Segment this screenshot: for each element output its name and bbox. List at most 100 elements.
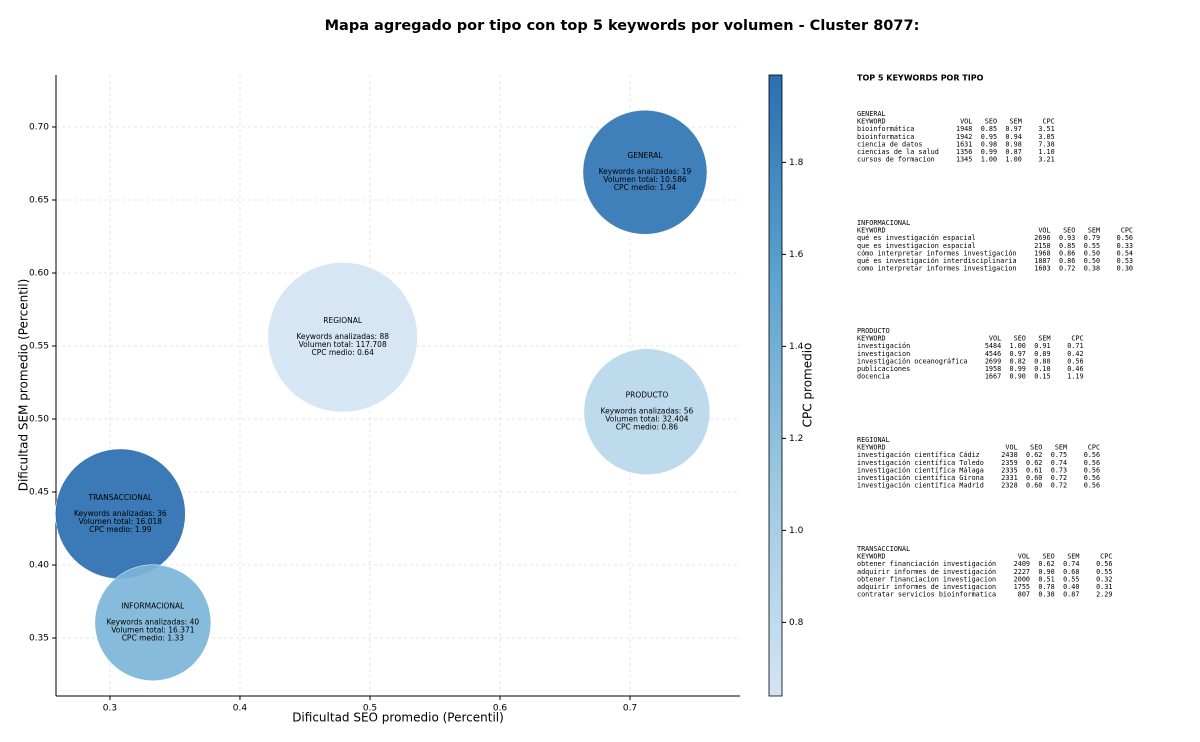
bubble bbox=[582, 109, 708, 235]
column-header: KEYWORD bbox=[857, 335, 886, 343]
table-cell: 0.90 bbox=[1010, 373, 1026, 381]
bubble-info: Keywords analizadas: 88 bbox=[296, 332, 389, 341]
bubble-info: Keywords analizadas: 40 bbox=[107, 618, 200, 627]
colorbar-tick-label: 1.6 bbox=[789, 250, 804, 260]
column-header: VOL bbox=[1038, 227, 1050, 235]
table-cell: 0.90 bbox=[1038, 568, 1054, 576]
table-cell: 0.56 bbox=[1084, 451, 1100, 459]
table-cell: 5484 bbox=[985, 342, 1001, 350]
table-cell: 0.86 bbox=[1059, 257, 1075, 265]
bubble-info: CPC medio: 1.33 bbox=[122, 634, 185, 643]
bubble-label: PRODUCTO bbox=[626, 391, 669, 400]
table-cell: 1.00 bbox=[1005, 156, 1021, 164]
table-cell: investigación científica Málaga bbox=[857, 466, 984, 474]
group-name: GENERAL bbox=[857, 110, 886, 118]
table-cell: 2227 bbox=[1014, 568, 1030, 576]
colorbar-tick-label: 1.4 bbox=[789, 342, 804, 352]
table-cell: 0.72 bbox=[1051, 482, 1067, 490]
table-cell: 2158 bbox=[1034, 242, 1050, 250]
table-cell: 1942 bbox=[956, 133, 972, 141]
bubble-info: Keywords analizadas: 36 bbox=[74, 509, 167, 518]
y-tick-label: 0.55 bbox=[29, 342, 49, 352]
table-cell: 0.72 bbox=[1059, 265, 1075, 273]
group-name: REGIONAL bbox=[857, 436, 890, 444]
table-cell: 0.30 bbox=[1117, 265, 1133, 273]
bubble-label: INFORMACIONAL bbox=[121, 602, 185, 611]
table-cell: 2328 bbox=[1001, 482, 1017, 490]
column-header: KEYWORD bbox=[857, 118, 886, 126]
table-cell: 2331 bbox=[1001, 474, 1017, 482]
table-cell: 0.97 bbox=[1005, 125, 1021, 133]
table-cell: contratar servicios bioinformatica bbox=[857, 591, 996, 599]
table-cell: 4546 bbox=[985, 350, 1001, 358]
y-axis-label: Dificultad SEM promedio (Percentil) bbox=[17, 279, 31, 492]
column-header: SEM bbox=[1067, 553, 1079, 561]
table-cell: docencia bbox=[857, 373, 890, 381]
table-cell: 0.99 bbox=[1010, 365, 1026, 373]
table-cell: 0.40 bbox=[1063, 583, 1079, 591]
bubble-info: Volumen total: 10.586 bbox=[603, 175, 687, 184]
bubble-info: Keywords analizadas: 19 bbox=[599, 167, 692, 176]
bubble-info: Volumen total: 32.404 bbox=[605, 415, 689, 424]
table-cell: 0.10 bbox=[1034, 365, 1050, 373]
x-tick-label: 0.5 bbox=[363, 704, 377, 714]
table-cell: 0.53 bbox=[1117, 257, 1133, 265]
table-cell: 0.78 bbox=[1038, 583, 1054, 591]
table-cell: 3.51 bbox=[1038, 125, 1054, 133]
y-tick-label: 0.35 bbox=[29, 634, 49, 644]
table-cell: 0.32 bbox=[1096, 575, 1112, 583]
table-cell: ciencia de datos bbox=[857, 140, 922, 148]
table-cell: 0.82 bbox=[1010, 357, 1026, 365]
column-header: KEYWORD bbox=[857, 227, 886, 235]
table-cell: 2409 bbox=[1014, 560, 1030, 568]
table-cell: 0.15 bbox=[1034, 373, 1050, 381]
panel-title: TOP 5 KEYWORDS POR TIPO bbox=[857, 74, 984, 83]
column-header: SEO bbox=[1063, 227, 1075, 235]
table-cell: 0.62 bbox=[1038, 560, 1054, 568]
table-cell: 0.50 bbox=[1084, 249, 1100, 257]
table-cell: investigación científica Toledo bbox=[857, 459, 984, 467]
table-cell: obtener financiacion investigacion bbox=[857, 575, 996, 583]
table-cell: 0.87 bbox=[1005, 148, 1021, 156]
y-tick-label: 0.50 bbox=[29, 415, 49, 425]
column-header: KEYWORD bbox=[857, 444, 886, 452]
column-header: SEO bbox=[985, 118, 997, 126]
table-cell: 2.29 bbox=[1096, 591, 1112, 599]
table-cell: 0.55 bbox=[1084, 242, 1100, 250]
table-cell: 0.72 bbox=[1051, 474, 1067, 482]
table-cell: como interpretar informes investigacion bbox=[857, 265, 1017, 273]
colorbar-tick-label: 1.2 bbox=[789, 434, 803, 444]
group-name: INFORMACIONAL bbox=[857, 219, 910, 227]
table-cell: 0.50 bbox=[1084, 257, 1100, 265]
table-cell: cursos de formacion bbox=[857, 156, 935, 164]
table-cell: 0.97 bbox=[1010, 350, 1026, 358]
column-header: VOL bbox=[1005, 444, 1017, 452]
table-cell: 7.38 bbox=[1038, 140, 1054, 148]
table-cell: qué es investigación interdisciplinaria bbox=[857, 257, 1017, 265]
x-tick-label: 0.3 bbox=[103, 704, 117, 714]
table-cell: 1887 bbox=[1034, 257, 1050, 265]
table-cell: 0.38 bbox=[1084, 265, 1100, 273]
group-name: PRODUCTO bbox=[857, 327, 890, 335]
table-cell: qué es investigación espacial bbox=[857, 234, 976, 242]
table-cell: 0.56 bbox=[1117, 234, 1133, 242]
table-cell: 0.99 bbox=[981, 148, 997, 156]
table-cell: 0.51 bbox=[1038, 575, 1054, 583]
column-header: SEO bbox=[1014, 335, 1026, 343]
table-cell: 1.00 bbox=[981, 156, 997, 164]
table-cell: investigación científica Cádiz bbox=[857, 451, 980, 459]
bubble-info: CPC medio: 1.99 bbox=[89, 525, 152, 534]
table-cell: 0.75 bbox=[1051, 451, 1067, 459]
table-cell: 2699 bbox=[985, 357, 1001, 365]
bubble-info: Volumen total: 117.708 bbox=[299, 340, 387, 349]
column-header: CPC bbox=[1121, 227, 1133, 235]
table-cell: 0.74 bbox=[1063, 560, 1079, 568]
colorbar-tick-label: 1.8 bbox=[789, 158, 804, 168]
bubble bbox=[94, 564, 212, 681]
table-cell: 0.56 bbox=[1084, 459, 1100, 467]
table-cell: 3.21 bbox=[1038, 156, 1054, 164]
table-cell: 0.56 bbox=[1084, 482, 1100, 490]
table-cell: 0.55 bbox=[1063, 575, 1079, 583]
chart-title: Mapa agregado por tipo con top 5 keyword… bbox=[325, 18, 920, 34]
